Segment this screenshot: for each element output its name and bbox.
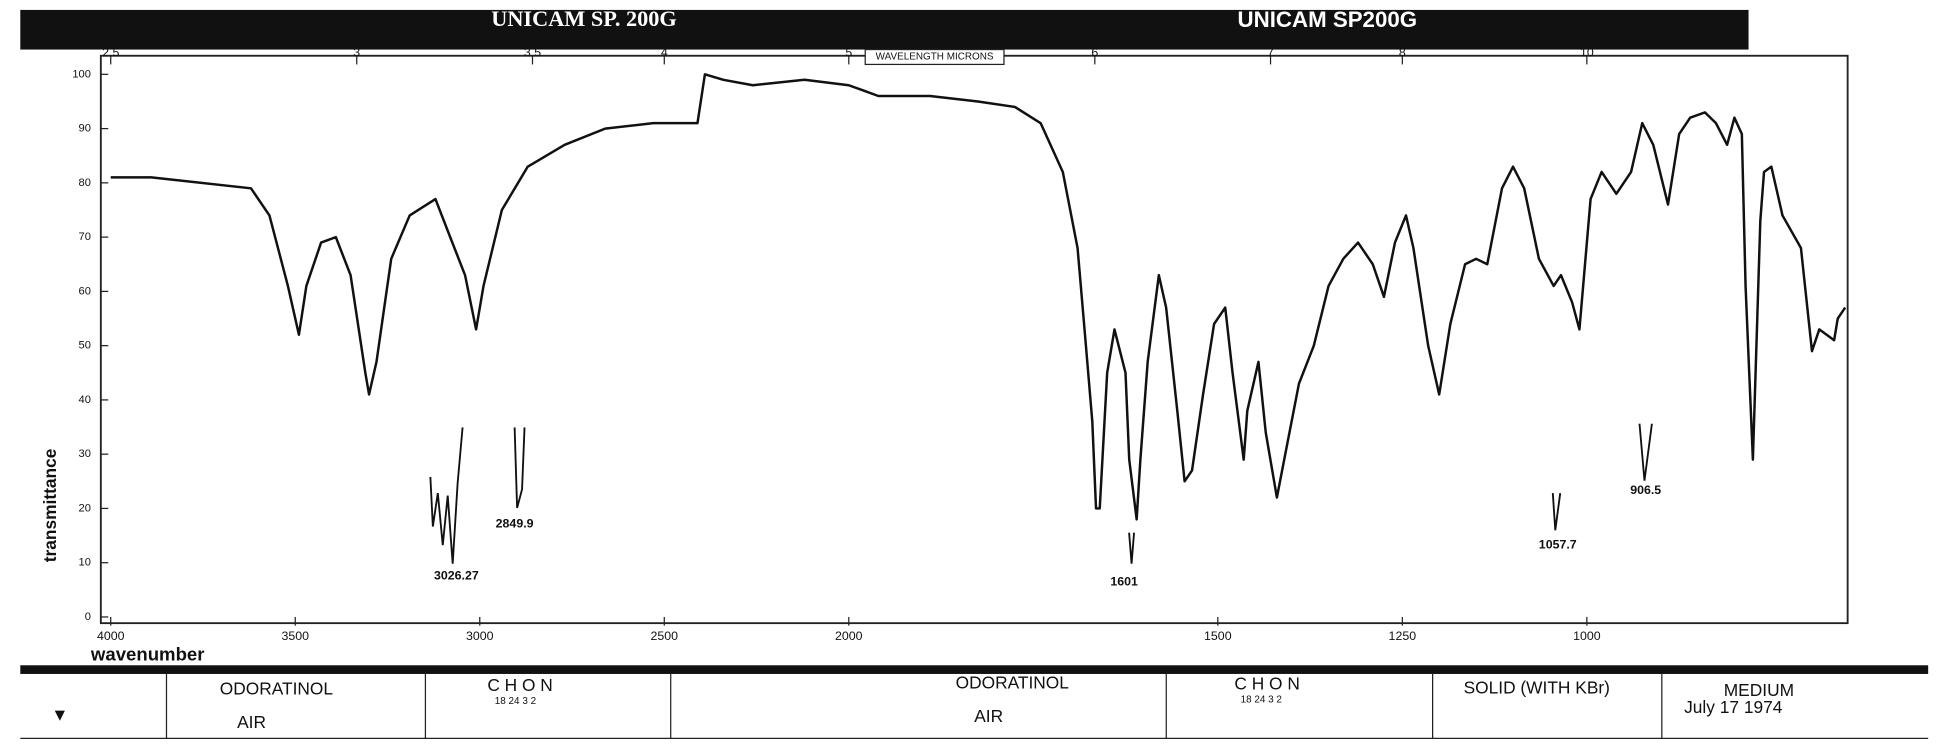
x2-tick-label: 3 <box>353 46 360 60</box>
sample-reference: AIR <box>237 712 266 732</box>
formula-counts: 18 24 3 2 <box>1241 695 1283 706</box>
y-tick-label: 10 <box>79 557 91 569</box>
y-tick-label: 70 <box>79 231 91 243</box>
formula: C H O N <box>487 675 552 695</box>
x-axis-label: wavenumber <box>90 643 205 664</box>
header-band <box>20 10 1748 50</box>
sample-name: ODORATINOL <box>956 672 1070 692</box>
sample-reference: AIR <box>974 706 1003 726</box>
annotation: 3026.27 <box>434 568 479 582</box>
spectrum-line <box>111 74 1845 519</box>
y-tick-label: 80 <box>79 177 91 189</box>
y-tick-label: 30 <box>79 448 91 460</box>
y-axis-label: transmittance <box>40 448 60 562</box>
header-title: UNICAM SP200G <box>1238 7 1418 32</box>
x2-tick-label: 6 <box>1091 46 1098 60</box>
y-tick-label: 60 <box>79 285 91 297</box>
x2-tick-label: 5 <box>845 46 852 60</box>
header-title: UNICAM SP. 200G <box>491 6 676 31</box>
formula: C H O N <box>1234 674 1299 694</box>
x2-tick-label: 8 <box>1399 46 1406 60</box>
chart: UNICAM SP. 200G UNICAM SP200G WAVELENGTH… <box>0 0 1946 752</box>
x-tick-label: 3500 <box>281 629 309 643</box>
x-tick-label: 1250 <box>1389 629 1417 643</box>
x-tick-label: 2500 <box>651 629 679 643</box>
x2-tick-label: 2.5 <box>102 46 119 60</box>
sample-name: ODORATINOL <box>220 679 334 699</box>
y-tick-label: 50 <box>79 340 91 352</box>
y-tick-label: 90 <box>79 123 91 135</box>
annotation: 2849.9 <box>496 516 534 530</box>
annotation: 1601 <box>1110 575 1138 589</box>
y-tick-label: 20 <box>79 502 91 514</box>
inset-traces <box>430 424 1652 564</box>
x-tick-label: 1000 <box>1573 629 1601 643</box>
x-tick-label: 2000 <box>835 629 863 643</box>
x-tick-label: 4000 <box>97 629 125 643</box>
formula-counts: 18 24 3 2 <box>495 696 537 707</box>
annotation: 906.5 <box>1630 483 1661 497</box>
x2-tick-label: 7 <box>1267 46 1274 60</box>
date: July 17 1974 <box>1684 697 1783 717</box>
x-tick-label: 1500 <box>1204 629 1232 643</box>
sample-phase: SOLID (WITH KBr) <box>1464 677 1610 697</box>
x2-axis-label: WAVELENGTH MICRONS <box>876 52 994 63</box>
plot-frame <box>101 56 1848 623</box>
x2-tick-label: 3.5 <box>524 46 541 60</box>
annotation: 1057.7 <box>1539 537 1577 551</box>
y-tick-label: 40 <box>79 394 91 406</box>
x-tick-label: 3000 <box>466 629 494 643</box>
y-tick-label: 0 <box>85 611 91 623</box>
x2-tick-label: 4 <box>661 46 668 60</box>
y-tick-label: 100 <box>72 68 91 80</box>
info-icon: ▼ <box>51 705 68 725</box>
x2-tick-label: 10 <box>1580 46 1594 60</box>
